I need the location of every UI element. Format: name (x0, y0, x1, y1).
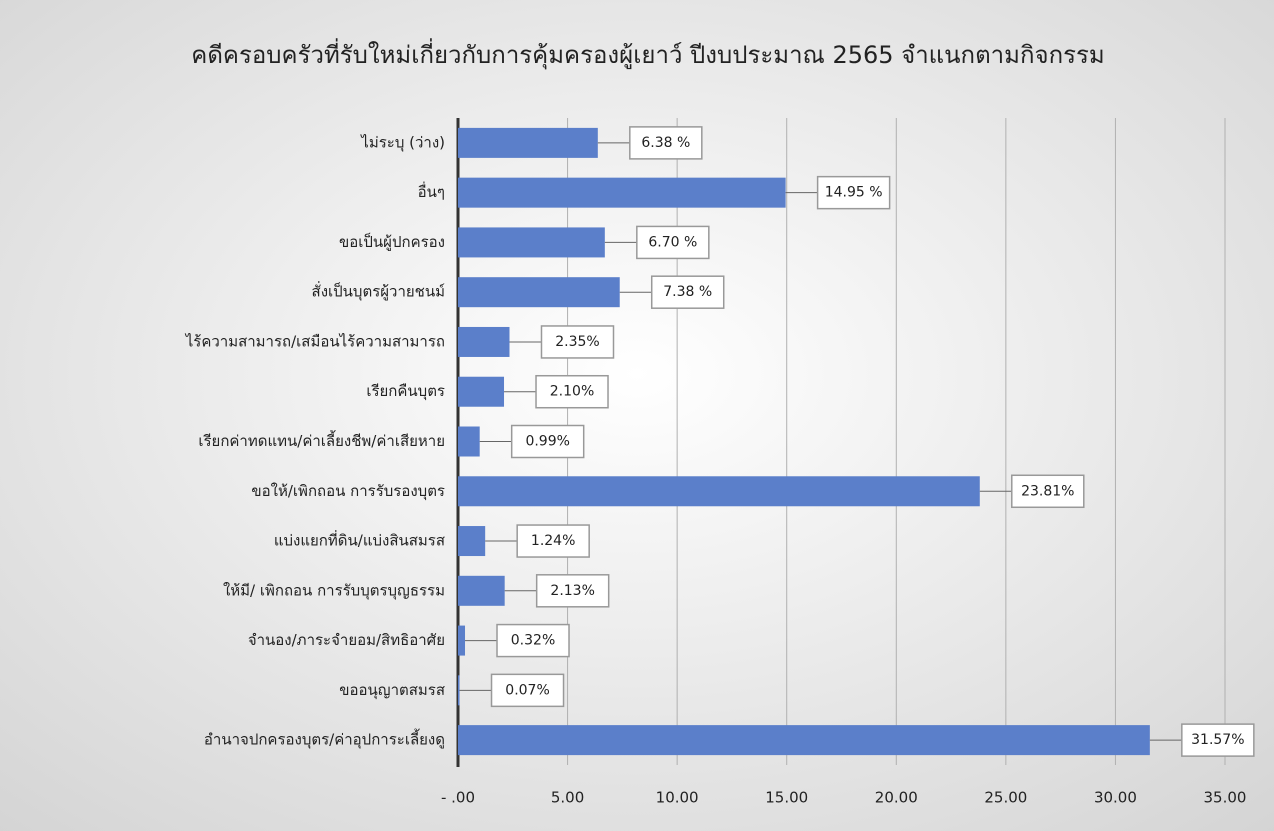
value-label: 6.70 % (648, 234, 697, 250)
value-label: 14.95 % (825, 185, 883, 201)
value-label-box (636, 225, 710, 260)
y-tick-label: เรียกค่าทดแทน/ค่าเลี้ยงชีพ/ค่าเสียหาย (198, 430, 445, 450)
bar (458, 227, 605, 258)
y-tick-label: อื่นๆ (418, 181, 445, 201)
value-label-box (510, 424, 585, 459)
x-tick-label: 35.00 (1204, 789, 1247, 807)
bar (458, 277, 620, 308)
value-label: 31.57% (1191, 732, 1244, 748)
bar (458, 177, 786, 208)
value-label: 2.10% (550, 384, 594, 400)
y-tick-label: ขอเป็นผู้ปกครอง (339, 232, 445, 251)
value-label: 23.81% (1021, 483, 1074, 499)
value-label-box (540, 325, 615, 359)
bar (458, 725, 1150, 756)
bar (458, 575, 505, 606)
x-tick-label: 20.00 (875, 789, 918, 807)
value-label: 2.35% (555, 334, 599, 350)
y-tick-label: แบ่งแยกที่ดิน/แบ่งสินสมรส (274, 530, 445, 550)
y-tick-label: อำนาจปกครองบุตร/ค่าอุปการะเลี้ยงดู (204, 729, 445, 750)
y-tick-label: เรียกคืนบุตร (366, 382, 445, 401)
bar (458, 127, 598, 158)
value-label: 6.38 % (641, 135, 690, 151)
bar (458, 526, 486, 557)
x-tick-label: 30.00 (1094, 789, 1137, 807)
y-tick-label: ขอให้/เพิกถอน การรับรองบุตร (251, 482, 445, 501)
value-label-box (496, 623, 570, 658)
bar (458, 625, 466, 656)
y-tick-label: จำนอง/ภาระจำยอม/สิทธิอาศัย (248, 631, 445, 649)
value-label: 7.38 % (663, 284, 712, 300)
x-tick-label: - .00 (441, 789, 475, 807)
bar (458, 326, 510, 357)
bar (458, 675, 460, 706)
x-tick-label: 15.00 (765, 789, 808, 807)
value-label: 2.13% (550, 583, 594, 599)
value-label: 0.32% (511, 633, 555, 649)
bar (458, 476, 980, 507)
y-tick-label: ขออนุญาตสมรส (339, 681, 445, 700)
x-tick-label: 10.00 (656, 789, 699, 807)
value-label-box (535, 574, 610, 608)
value-label-box (650, 275, 725, 309)
value-label: 0.99% (525, 434, 569, 450)
value-label-box (516, 524, 590, 558)
value-label-box (1181, 723, 1255, 757)
chart-title: คดีครอบครัวที่รับใหม่เกี่ยวกับการคุ้มครอ… (191, 38, 1104, 70)
x-tick-label: 25.00 (984, 789, 1027, 807)
value-label-box (816, 175, 891, 210)
y-tick-label: ไร้ความสามารถ/เสมือนไร้ความสามารถ (185, 332, 445, 350)
value-label-box (1011, 474, 1085, 509)
value-label-box (535, 374, 609, 409)
bar (458, 376, 505, 407)
bar (458, 426, 480, 457)
value-label-box (490, 673, 565, 708)
y-tick-label: ไม่ระบุ (ว่าง) (360, 133, 445, 152)
x-tick-label: 5.00 (551, 789, 584, 807)
value-label: 1.24% (531, 533, 575, 549)
y-tick-label: ให้มี/ เพิกถอน การรับบุตรบุญธรรม (223, 581, 445, 600)
value-label: 0.07% (505, 682, 549, 698)
value-label-box (629, 126, 703, 160)
y-tick-label: สั่งเป็นบุตรผู้วายชนม์ (312, 281, 445, 302)
